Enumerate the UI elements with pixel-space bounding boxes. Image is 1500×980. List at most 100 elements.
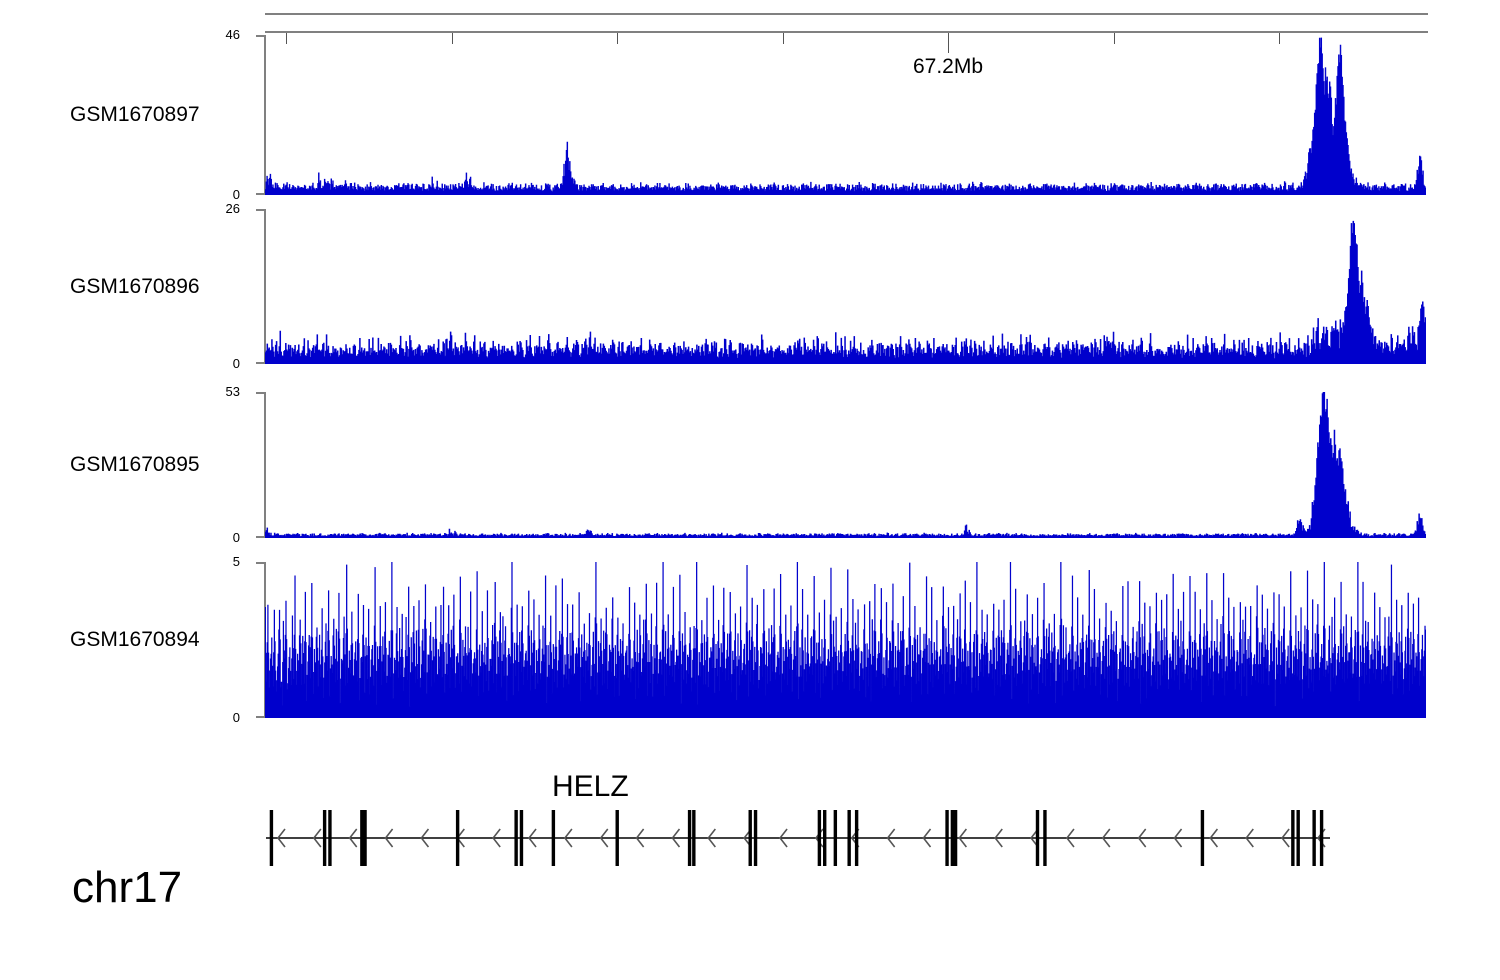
strand-arrow-icon (922, 828, 932, 848)
gene-exon[interactable] (1291, 810, 1295, 866)
gene-exon[interactable] (823, 810, 827, 866)
y-axis-line (264, 35, 266, 195)
strand-arrow-icon (1245, 828, 1254, 848)
gene-exon[interactable] (753, 810, 758, 866)
gene-exon[interactable] (1319, 810, 1324, 866)
y-axis-tick-min (256, 716, 266, 718)
gene-exon[interactable] (817, 810, 822, 866)
y-axis-line (264, 209, 266, 364)
strand-arrow-icon (528, 828, 537, 848)
y-axis-min-label: 0 (232, 710, 240, 725)
strand-arrow-icon (599, 828, 609, 848)
strand-arrow-icon (348, 828, 358, 848)
strand-arrow-icon (276, 828, 286, 848)
y-axis-max-label: 53 (225, 384, 240, 399)
y-axis-tick-min (256, 536, 266, 538)
y-axis (212, 562, 266, 718)
signal-plot[interactable] (265, 35, 1426, 195)
y-axis-max-label: 5 (232, 554, 240, 569)
y-axis (212, 35, 266, 195)
gene-exon[interactable] (1312, 810, 1316, 866)
strand-arrow-icon (1065, 828, 1075, 848)
track-label: GSM1670894 (70, 628, 200, 651)
ruler-major-tick (948, 33, 949, 53)
signal-track[interactable]: GSM1670894 5 0 (0, 550, 1500, 730)
signal-svg (265, 562, 1426, 718)
y-axis-tick-max (256, 562, 266, 564)
gene-exon[interactable] (748, 810, 752, 866)
signal-svg (265, 392, 1426, 538)
gene-name-label[interactable]: HELZ (552, 770, 629, 803)
signal-area (265, 220, 1426, 364)
gene-exon[interactable] (945, 810, 949, 866)
signal-track[interactable]: GSM1670896 26 0 (0, 197, 1500, 376)
ruler-tick (451, 33, 453, 44)
gene-exon[interactable] (551, 810, 556, 866)
strand-arrow-icon (312, 828, 322, 848)
y-axis (212, 392, 266, 538)
track-label: GSM1670895 (70, 453, 200, 476)
strand-arrow-icon (886, 828, 896, 848)
gene-exon[interactable] (322, 810, 327, 866)
track-label: GSM1670897 (70, 103, 200, 126)
ruler-axis-rule (265, 31, 1428, 33)
y-axis-tick-min (256, 193, 266, 195)
strand-arrow-icon (994, 828, 1003, 848)
y-axis-tick-max (256, 392, 266, 394)
y-axis-max-label: 46 (225, 27, 240, 42)
ruler-coordinate-label: 67.2Mb (912, 55, 984, 78)
gene-exon[interactable] (1296, 810, 1300, 866)
signal-plot[interactable] (265, 209, 1426, 364)
gene-exon[interactable] (687, 810, 692, 866)
gene-exon[interactable] (328, 810, 332, 866)
strand-arrow-icon (1281, 828, 1290, 848)
signal-area (265, 392, 1426, 538)
gene-annotation-track[interactable]: HELZ (0, 772, 1500, 870)
gene-exon[interactable] (1043, 810, 1047, 866)
signal-area (265, 37, 1426, 195)
strand-arrow-icon (384, 828, 394, 848)
strand-arrow-icon (1209, 828, 1219, 848)
gene-exon[interactable] (1200, 810, 1205, 866)
y-axis-min-label: 0 (232, 187, 240, 202)
gene-exon[interactable] (514, 810, 518, 866)
gene-exon[interactable] (854, 810, 859, 866)
signal-track[interactable]: GSM1670897 46 0 (0, 23, 1500, 207)
gene-exon[interactable] (692, 810, 696, 866)
strand-arrow-icon (492, 828, 501, 848)
strand-arrow-icon (563, 828, 573, 848)
gene-model-svg (266, 810, 1330, 866)
coordinate-ruler[interactable]: 67.2Mb (0, 0, 1500, 110)
gene-exon[interactable] (455, 810, 460, 866)
y-axis (212, 209, 266, 364)
gene-exon[interactable] (519, 810, 524, 866)
gene-exon[interactable] (953, 810, 958, 866)
ruler-tick (286, 33, 287, 44)
gene-exon[interactable] (360, 810, 364, 866)
y-axis-line (264, 392, 266, 538)
signal-plot[interactable] (265, 562, 1426, 718)
gene-exon[interactable] (615, 810, 619, 866)
y-axis-tick-max (256, 209, 266, 211)
ruler-tick (1279, 33, 1280, 44)
ruler-tick (782, 33, 784, 44)
gene-exon[interactable] (950, 810, 955, 866)
y-axis-min-label: 0 (232, 530, 240, 545)
gene-exon[interactable] (1035, 810, 1040, 866)
gene-exon[interactable] (833, 810, 838, 866)
ruler-tick (617, 33, 618, 44)
y-axis-max-label: 26 (225, 201, 240, 216)
strand-arrow-icon (707, 828, 716, 848)
track-label: GSM1670896 (70, 274, 200, 298)
y-axis-tick-max (256, 35, 266, 37)
gene-exon[interactable] (363, 810, 367, 866)
signal-track[interactable]: GSM1670895 53 0 (0, 380, 1500, 550)
strand-arrow-icon (1137, 828, 1147, 848)
y-axis-min-label: 0 (232, 356, 240, 371)
gene-exon[interactable] (269, 810, 274, 866)
signal-plot[interactable] (265, 392, 1426, 538)
strand-arrow-icon (779, 828, 788, 848)
gene-exon[interactable] (847, 810, 851, 866)
chromosome-label: chr17 (72, 863, 183, 912)
